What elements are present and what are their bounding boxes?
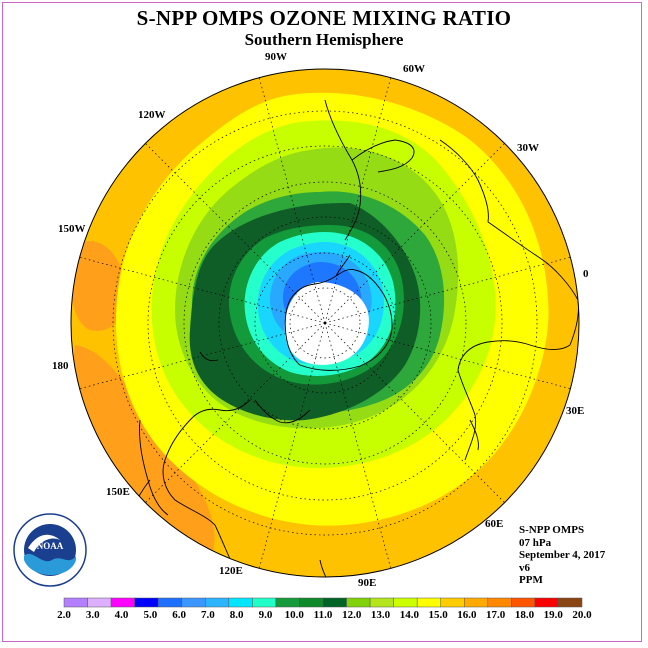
south-pole-dot <box>323 321 327 325</box>
colorbar-swatch <box>534 597 559 608</box>
info-units: PPM <box>519 574 543 586</box>
colorbar-swatch <box>346 597 371 608</box>
colorbar-label: 7.0 <box>201 609 215 621</box>
colorbar-label: 12.0 <box>342 609 362 621</box>
map-border <box>70 68 580 578</box>
colorbar-label: 9.0 <box>259 609 273 621</box>
colorbar-label: 11.0 <box>314 609 333 621</box>
lon-label-30e: 30E <box>566 405 585 417</box>
colorbar-swatch <box>275 597 300 608</box>
colorbar-swatch <box>63 597 88 608</box>
colorbar-label: 5.0 <box>143 609 157 621</box>
colorbar-swatch <box>511 597 536 608</box>
colorbar-swatch <box>157 597 182 608</box>
lon-label-120w: 120W <box>138 109 166 121</box>
colorbar-swatch <box>181 597 206 608</box>
colorbar-swatch <box>440 597 465 608</box>
colorbar-label: 20.0 <box>572 609 592 621</box>
region-white-center <box>284 282 369 365</box>
region-orange-patch <box>71 241 126 331</box>
info-date: September 4, 2017 <box>519 549 606 561</box>
lon-label-30w: 30W <box>517 142 539 154</box>
colorbar-label: 4.0 <box>115 609 129 621</box>
colorbar-swatch <box>558 597 583 608</box>
lon-label-60e: 60E <box>485 518 504 530</box>
colorbar-label: 3.0 <box>86 609 100 621</box>
coastlines <box>131 99 579 577</box>
noaa-logo-text: NOAA <box>37 541 64 551</box>
info-level: 07 hPa <box>519 536 552 549</box>
info-instrument: S-NPP OMPS <box>519 524 585 536</box>
colorbar-swatch <box>252 597 277 608</box>
colorbar-label: 15.0 <box>428 609 448 621</box>
colorbar-label: 19.0 <box>544 609 564 621</box>
lon-label-90w: 90W <box>265 51 287 63</box>
colorbar-swatch <box>416 597 441 608</box>
lon-label-150e: 150E <box>106 486 130 498</box>
lon-label-120e: 120E <box>219 565 243 577</box>
info-block: S-NPP OMPS 07 hPa September 4, 2017 v6 P… <box>519 524 605 587</box>
latitude-circles <box>112 110 538 536</box>
colorbar-swatch <box>299 597 324 608</box>
figure-frame <box>2 2 642 642</box>
colorbar: 2.0 3.0 4.0 5.0 6.0 7.0 8.0 9.0 10.0 11.0 12.0 13.0… <box>57 597 592 621</box>
colorbar-label: 13.0 <box>371 609 391 621</box>
lon-label-150w: 150W <box>58 223 86 235</box>
lon-label-0: 0 <box>583 268 589 280</box>
colorbar-swatch <box>393 597 418 608</box>
colorbar-swatch <box>110 597 135 608</box>
map-title: S-NPP OMPS OZONE MIXING RATIO <box>136 6 512 30</box>
colorbar-swatch <box>487 597 512 608</box>
colorbar-swatch <box>134 597 159 608</box>
lon-label-90e: 90E <box>358 577 377 589</box>
colorbar-label: 18.0 <box>515 609 535 621</box>
lon-label-60w: 60W <box>403 63 425 75</box>
colorbar-label: 6.0 <box>172 609 186 621</box>
region-orange-patch-south <box>73 345 215 560</box>
colorbar-swatch <box>87 597 112 608</box>
lon-label-180: 180 <box>52 360 69 372</box>
info-version: v6 <box>519 561 530 574</box>
colorbar-label: 17.0 <box>486 609 506 621</box>
colorbar-swatch <box>369 597 394 608</box>
colorbar-swatch <box>205 597 230 608</box>
noaa-logo: NOAA <box>13 513 87 587</box>
colorbar-label: 2.0 <box>57 609 71 621</box>
colorbar-label: 16.0 <box>457 609 477 621</box>
colorbar-label: 14.0 <box>400 609 420 621</box>
colorbar-swatch <box>464 597 489 608</box>
colorbar-label: 8.0 <box>230 609 244 621</box>
meridian-lines <box>79 77 571 569</box>
map-subtitle: Southern Hemisphere <box>244 30 404 49</box>
colorbar-swatch <box>322 597 347 608</box>
colorbar-swatch <box>228 597 253 608</box>
colorbar-label: 10.0 <box>285 609 305 621</box>
